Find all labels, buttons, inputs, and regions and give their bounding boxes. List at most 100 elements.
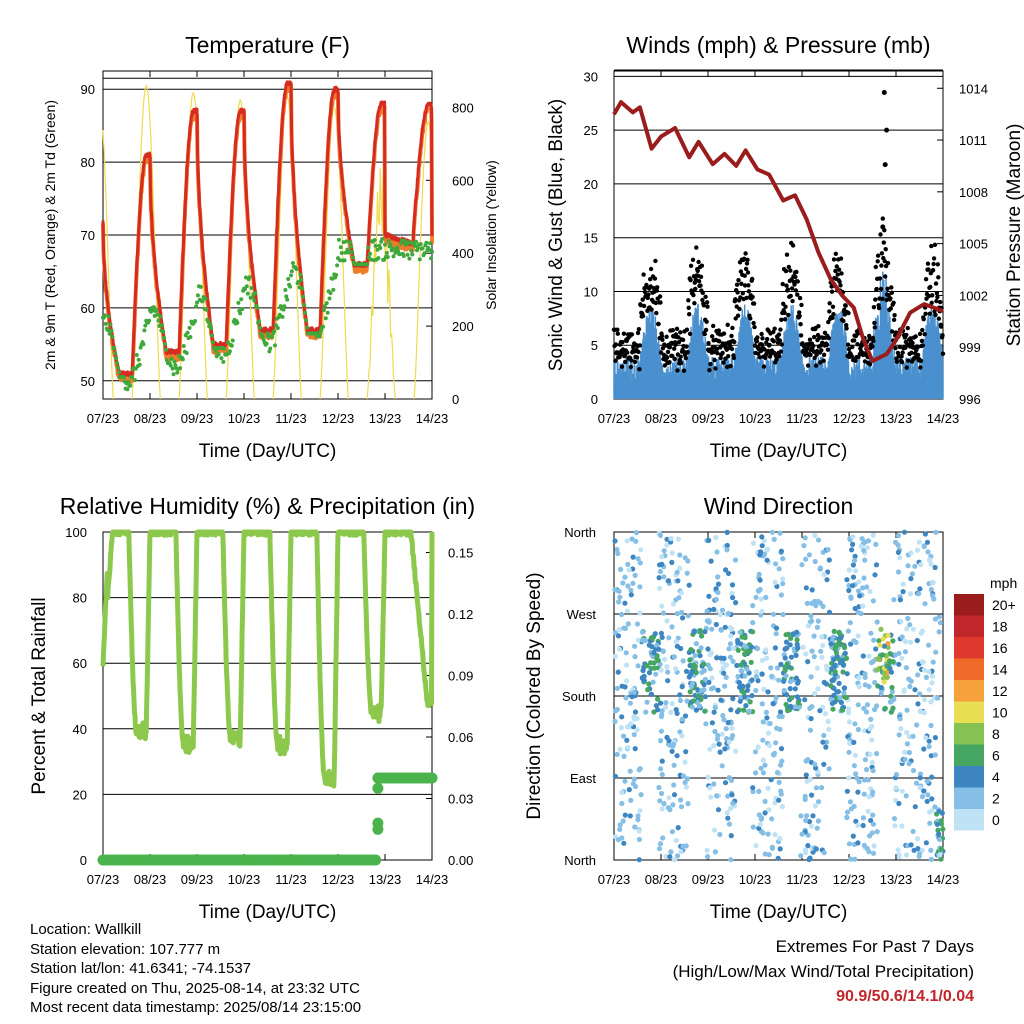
gust-point <box>938 324 944 329</box>
gust-point <box>686 298 691 303</box>
direction-point <box>709 626 715 632</box>
dewpoint-point <box>162 336 167 340</box>
y-tick-label: 80 <box>73 591 87 606</box>
direction-point <box>812 691 818 697</box>
direction-point <box>846 719 853 725</box>
direction-point <box>928 699 934 705</box>
direction-point <box>932 616 939 622</box>
y-right-tick-label: 1005 <box>959 237 988 252</box>
dewpoint-point <box>155 312 160 317</box>
gust-point <box>879 263 884 268</box>
dewpoint-point <box>415 245 420 250</box>
gust-point <box>930 267 936 273</box>
direction-point <box>846 587 852 594</box>
direction-point <box>621 733 627 739</box>
direction-point <box>711 781 717 787</box>
gust-point <box>805 346 810 352</box>
direction-point <box>664 618 670 624</box>
direction-point <box>933 529 939 535</box>
gust-point <box>808 352 813 358</box>
direction-point <box>749 693 755 699</box>
gust-point <box>934 291 940 296</box>
x-tick-label: 07/23 <box>87 411 120 426</box>
direction-point <box>627 700 634 706</box>
direction-point <box>869 723 875 730</box>
dewpoint-point <box>116 365 120 370</box>
dewpoint-point <box>304 318 308 323</box>
gust-point <box>648 266 654 272</box>
direction-point <box>729 590 735 597</box>
direction-point <box>622 574 628 580</box>
direction-point <box>834 642 841 648</box>
direction-point <box>910 733 916 739</box>
direction-point <box>620 818 626 824</box>
dewpoint-point <box>195 293 200 298</box>
direction-point <box>680 615 686 621</box>
direction-point <box>836 680 842 687</box>
direction-point <box>794 641 800 647</box>
direction-point <box>750 620 756 626</box>
y-tick-label: 90 <box>81 82 95 97</box>
direction-point <box>776 713 782 720</box>
gust-point <box>855 342 860 347</box>
direction-point <box>918 630 924 636</box>
direction-point <box>706 593 712 599</box>
gust-point <box>889 285 894 290</box>
direction-point <box>635 663 641 669</box>
direction-point <box>930 659 936 665</box>
data-timestamp: Most recent data timestamp: 2025/08/14 2… <box>30 999 362 1016</box>
direction-point <box>885 632 891 638</box>
dewpoint-point <box>121 375 126 380</box>
direction-point <box>830 634 836 640</box>
direction-point <box>759 543 765 549</box>
direction-point <box>763 709 770 715</box>
direction-point <box>799 562 805 568</box>
direction-point <box>822 711 829 717</box>
direction-point <box>769 816 775 822</box>
direction-point <box>619 714 625 720</box>
gust-point <box>777 353 782 359</box>
dewpoint-point <box>418 242 423 247</box>
direction-point <box>641 678 648 684</box>
direction-point <box>725 815 731 821</box>
dewpoint-point <box>236 300 241 305</box>
direction-point <box>813 846 819 852</box>
gust-point <box>667 345 673 350</box>
direction-point <box>808 716 814 722</box>
gust-point <box>790 298 795 304</box>
direction-point <box>852 752 858 759</box>
direction-point <box>802 535 808 541</box>
gust-point <box>653 258 658 264</box>
direction-point <box>735 673 741 680</box>
direction-point <box>661 801 667 807</box>
direction-point <box>632 572 638 579</box>
gust-point <box>799 302 804 308</box>
direction-point <box>658 700 664 706</box>
gust-point <box>915 345 920 350</box>
direction-point <box>841 690 847 696</box>
gust-point <box>703 294 708 299</box>
dewpoint-point <box>391 254 396 259</box>
dewpoint-point <box>244 284 249 289</box>
direction-point <box>810 813 816 819</box>
direction-point <box>701 661 707 667</box>
dewpoint-point <box>252 298 257 303</box>
direction-point <box>721 655 727 662</box>
direction-point <box>926 557 933 563</box>
gust-point <box>739 281 744 286</box>
direction-point <box>849 547 855 553</box>
direction-point <box>911 847 917 853</box>
gust-point <box>843 303 848 308</box>
direction-point <box>889 684 895 691</box>
dewpoint-point <box>136 357 141 362</box>
direction-point <box>882 705 888 712</box>
direction-point <box>792 704 798 710</box>
gust-point <box>672 346 677 351</box>
x-tick-label: 14/23 <box>927 872 960 887</box>
dewpoint-point <box>107 331 112 336</box>
gust-point <box>751 320 756 326</box>
direction-point <box>756 825 762 831</box>
direction-point <box>762 798 768 805</box>
direction-point <box>916 539 922 545</box>
